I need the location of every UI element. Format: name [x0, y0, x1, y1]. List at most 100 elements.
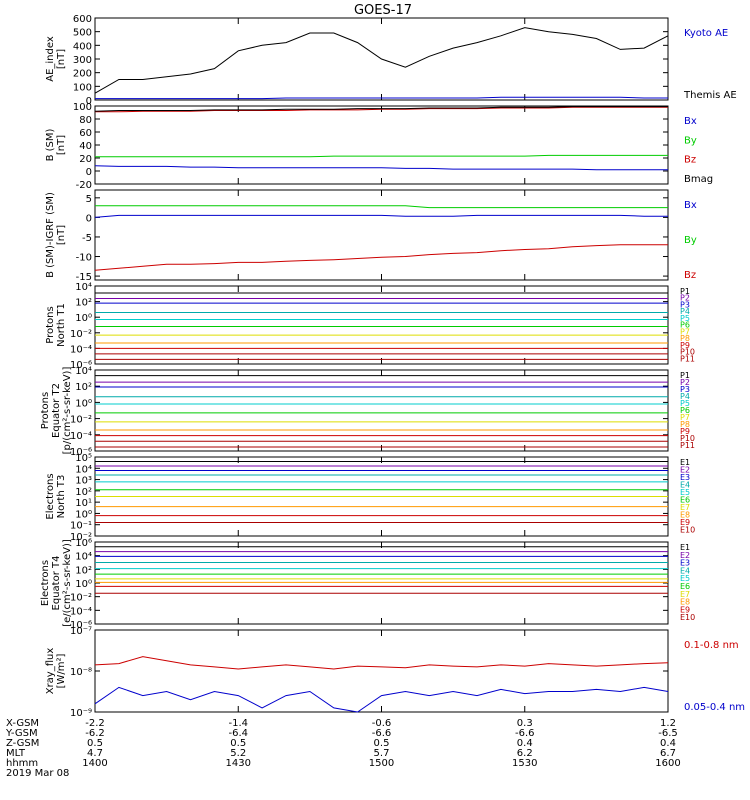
- y-tick-label: 400: [73, 41, 92, 52]
- x-row-value: 6.2: [517, 748, 533, 759]
- channel-label: E5: [680, 488, 690, 497]
- y-axis-label: Xray_flux: [45, 648, 56, 695]
- channel-label: E6: [680, 496, 690, 505]
- channel-label: P11: [680, 354, 695, 363]
- channel-label: P2: [680, 294, 690, 303]
- series-line-3: [94, 244, 668, 271]
- y-tick-label: 10⁻⁶: [70, 620, 92, 631]
- y-tick-label: 10⁻⁷: [70, 626, 92, 637]
- y-tick-label: 0: [86, 213, 92, 224]
- series-line-2: [94, 686, 669, 713]
- y-tick-label: 200: [73, 69, 92, 80]
- channel-label: E2: [680, 466, 690, 475]
- x-row-value: -2.2: [85, 718, 105, 729]
- channel-label: P4: [680, 307, 690, 316]
- y-tick-label: 10⁵: [75, 453, 92, 464]
- y-axis-label: B (SM): [45, 128, 56, 161]
- x-row-value: -6.6: [372, 728, 392, 739]
- channel-label: P2: [680, 378, 690, 387]
- channel-label: E4: [680, 566, 690, 575]
- channel-label: P3: [680, 385, 690, 394]
- y-tick-label: -15: [76, 272, 92, 283]
- channel-label: P7: [680, 327, 690, 336]
- x-row-value: 0.5: [87, 738, 103, 749]
- panel-frame: [94, 629, 669, 713]
- legend-label: Bx: [684, 116, 697, 127]
- y-tick-label: 10⁻⁶: [70, 360, 92, 371]
- y-tick-label: 10⁴: [75, 464, 92, 475]
- channel-label: E3: [680, 559, 690, 568]
- series-line-2: [95, 154, 668, 158]
- channel-label: E4: [680, 481, 690, 490]
- y-axis-label: [nT]: [56, 49, 67, 69]
- y-tick-label: 10⁻⁶: [70, 447, 92, 458]
- channel-label: P10: [680, 434, 695, 443]
- series-line-1: [94, 656, 669, 670]
- series-line-1: [94, 214, 668, 218]
- y-tick-label: 60: [79, 128, 92, 139]
- x-row-value: 4.7: [87, 748, 103, 759]
- channel-label: P4: [680, 392, 690, 401]
- y-tick-label: 10⁻⁴: [70, 344, 92, 355]
- panel-3: -15 -10 -5 0 5 B (SM)-IGRF (SM) [nT] Bx By Bz: [45, 189, 697, 283]
- x-row-value: 1530: [512, 758, 537, 769]
- y-tick-label: 10⁰: [75, 509, 92, 520]
- y-tick-label: 10⁻¹: [70, 521, 92, 532]
- y-tick-label: 10⁻⁴: [70, 606, 92, 617]
- series-line-2: [94, 27, 669, 94]
- y-tick-label: 10²: [75, 565, 92, 576]
- channel-label: E7: [680, 590, 690, 599]
- y-tick-label: 10²: [75, 487, 92, 498]
- plot-title: GOES-17: [354, 3, 412, 18]
- y-tick-label: 10⁰: [75, 579, 92, 590]
- channel-label: E9: [680, 518, 690, 527]
- x-row-value: 0.5: [230, 738, 246, 749]
- x-row-value: 0.4: [660, 738, 676, 749]
- channel-label: E8: [680, 511, 690, 520]
- channel-label: P5: [680, 399, 690, 408]
- x-row-value: 1430: [226, 758, 251, 769]
- panel-7: 10⁻⁶ 10⁻⁴ 10⁻² 10⁰ 10² 10⁴ 10⁶ Electrons Equator…: [40, 538, 695, 631]
- channel-label: P3: [680, 300, 690, 309]
- channel-label: P9: [680, 341, 690, 350]
- channel-label: E5: [680, 574, 690, 583]
- y-axis-label: Electrons: [40, 560, 51, 606]
- y-tick-label: 0: [86, 96, 92, 107]
- y-tick-label: 80: [79, 115, 92, 126]
- y-tick-label: 300: [73, 55, 92, 66]
- y-tick-label: 10⁴: [75, 282, 92, 293]
- y-tick-label: 40: [79, 141, 92, 152]
- series-line-1: [94, 165, 668, 171]
- x-row-value: 0.5: [374, 738, 390, 749]
- y-tick-label: 10⁻⁹: [70, 708, 92, 719]
- channel-label: P6: [680, 406, 690, 415]
- legend-label: Bx: [684, 200, 697, 211]
- y-tick-label: 10⁰: [75, 398, 92, 409]
- x-row-value: 1.2: [660, 718, 676, 729]
- panel-frame: [94, 189, 669, 281]
- legend-label: By: [684, 235, 697, 246]
- x-row-value: -6.4: [228, 728, 248, 739]
- y-axis-label: North T1: [56, 303, 67, 347]
- series-line-1: [95, 96, 668, 100]
- channel-label: P7: [680, 413, 690, 422]
- channel-label: E6: [680, 582, 690, 591]
- x-row-value: 5.2: [230, 748, 246, 759]
- panel-1: 0 100 200 300 400 500 600 AE_index [nT] Kyoto AE T…: [45, 14, 737, 107]
- y-tick-label: -20: [76, 180, 92, 191]
- x-row-value: -0.6: [372, 718, 392, 729]
- y-tick-label: 500: [73, 28, 92, 39]
- y-tick-label: 10⁻²: [70, 532, 92, 543]
- channel-label: P1: [680, 287, 690, 296]
- channel-label: P5: [680, 314, 690, 323]
- series-line-3: [95, 106, 668, 113]
- y-tick-label: 5: [86, 194, 92, 205]
- channel-label: E1: [680, 543, 690, 552]
- y-axis-label: AE_index: [45, 36, 56, 82]
- legend-label: 0.05-0.4 nm: [684, 702, 745, 713]
- channel-label: E8: [680, 598, 690, 607]
- x-row-value: -1.4: [228, 718, 248, 729]
- y-axis-label: Equator T2: [51, 383, 62, 438]
